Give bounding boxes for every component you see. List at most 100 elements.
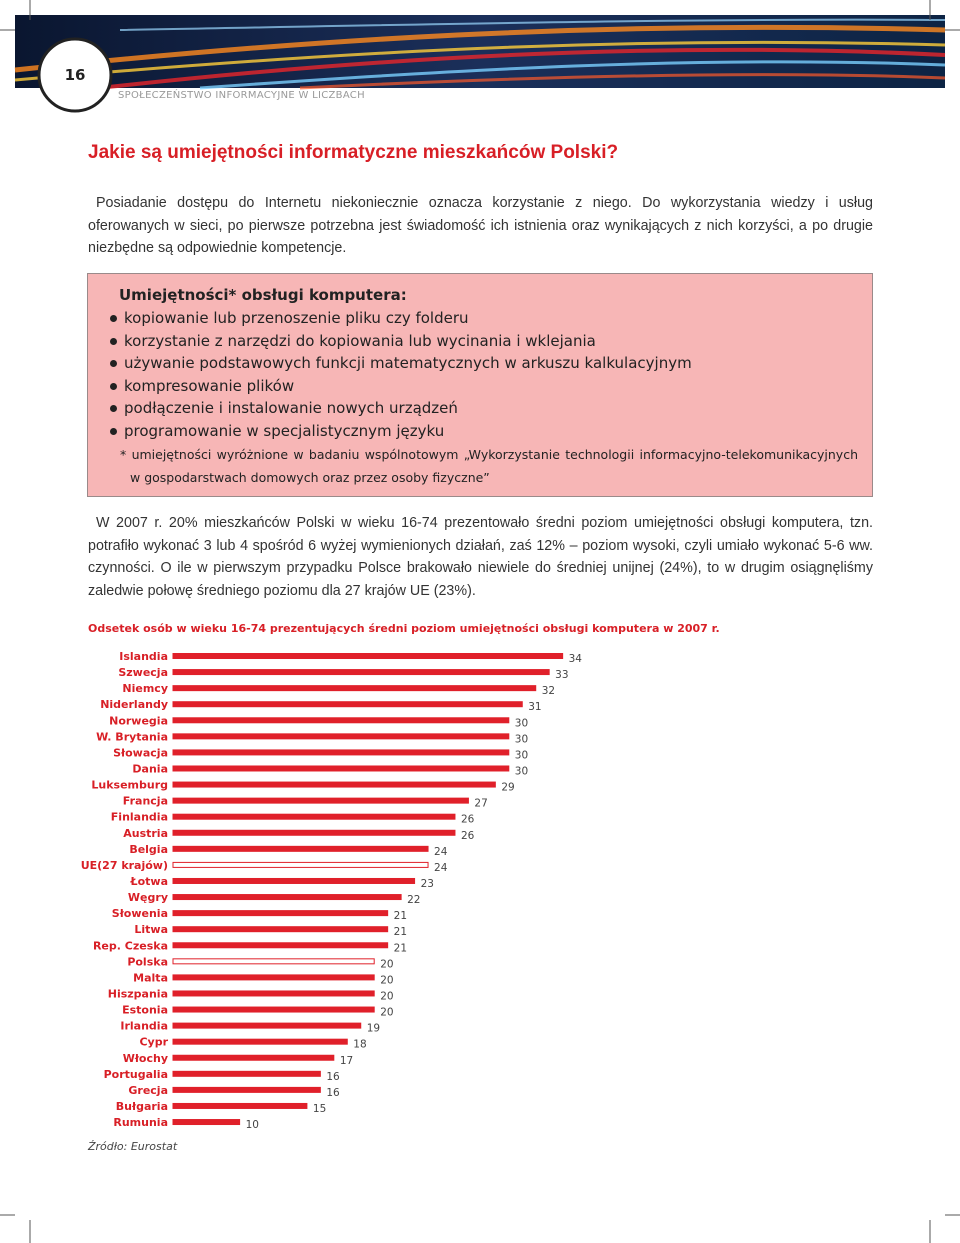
category-label: Austria [123, 827, 168, 840]
bar [172, 894, 402, 901]
value-label: 31 [528, 701, 541, 713]
skills-box: Umiejętności* obsługi komputera: kopiowa… [87, 273, 873, 497]
category-label: Litwa [134, 923, 168, 936]
page-number: 16 [64, 66, 86, 84]
category-label: Dania [132, 762, 168, 775]
body-text: W 2007 r. 20% mieszkańców Polski w wieku… [88, 515, 873, 599]
chart-title: Odsetek osób w wieku 16-74 prezentującyc… [88, 622, 720, 635]
value-label: 30 [515, 765, 528, 777]
category-label: UE(27 krajów) [81, 859, 168, 872]
value-label: 20 [380, 1007, 393, 1019]
bar [172, 813, 456, 820]
value-label: 19 [367, 1023, 380, 1035]
value-label: 10 [246, 1119, 259, 1131]
category-label: Luksemburg [91, 779, 168, 792]
category-label: Finlandia [111, 811, 168, 824]
box-footnote: * umiejętności wyróżnione w badaniu wspó… [120, 447, 858, 485]
category-label: Niderlandy [100, 698, 168, 711]
bar [172, 845, 429, 852]
category-label: Hiszpania [108, 987, 168, 1000]
category-label: Rumunia [113, 1116, 168, 1129]
category-label: Węgry [128, 891, 168, 904]
heading: Jakie są umiejętności informatyczne mies… [88, 142, 619, 163]
value-label: 34 [569, 653, 583, 665]
bar [172, 733, 510, 740]
box-item: kopiowanie lub przenoszenie pliku czy fo… [108, 307, 692, 330]
value-label: 18 [353, 1039, 366, 1051]
page-number-circle [37, 37, 113, 113]
bar [172, 797, 469, 804]
bar [172, 926, 389, 933]
category-label: Portugalia [104, 1068, 168, 1081]
category-label: W. Brytania [96, 730, 168, 743]
category-label: Bułgaria [116, 1100, 168, 1113]
category-label: Włochy [123, 1052, 168, 1065]
value-label: 22 [407, 894, 420, 906]
value-label: 21 [394, 910, 407, 922]
category-label: Łotwa [130, 875, 168, 888]
value-label: 23 [421, 878, 434, 890]
category-label: Słowenia [112, 907, 168, 920]
value-label: 30 [515, 749, 528, 761]
bar [172, 1070, 321, 1077]
value-label: 16 [326, 1071, 340, 1083]
bar [172, 653, 564, 659]
bar [172, 685, 537, 692]
bar [172, 1119, 241, 1126]
box-item: korzystanie z narzędzi do kopiowania lub… [108, 330, 692, 353]
category-label: Francja [123, 795, 168, 808]
value-label: 21 [394, 926, 407, 938]
value-label: 32 [542, 685, 555, 697]
category-label: Norwegia [109, 714, 168, 727]
bar [172, 781, 496, 788]
bar [172, 765, 510, 772]
value-label: 29 [501, 782, 514, 794]
bar [172, 1022, 362, 1029]
source: Źródło: Eurostat [88, 1140, 178, 1153]
value-label: 17 [340, 1055, 353, 1067]
category-label: Polska [127, 955, 168, 968]
value-label: 24 [434, 862, 448, 874]
value-label: 26 [461, 830, 475, 842]
bar [172, 1054, 335, 1061]
category-label: Malta [133, 971, 168, 984]
category-label: Islandia [119, 650, 168, 663]
bar-chart: Odsetek osób w wieku 16-74 prezentującyc… [81, 622, 720, 1131]
bar [172, 829, 456, 836]
category-label: Grecja [128, 1084, 168, 1097]
bar [172, 974, 375, 981]
value-label: 20 [380, 974, 393, 986]
bar [172, 1006, 375, 1013]
bar [172, 1086, 321, 1093]
bar [172, 669, 550, 676]
bar [172, 717, 510, 724]
bar [172, 958, 375, 965]
category-label: Irlandia [120, 1020, 168, 1033]
category-label: Rep. Czeska [93, 939, 168, 952]
box-title: Umiejętności* obsługi komputera: [119, 286, 407, 304]
category-label: Szwecja [118, 666, 168, 679]
value-label: 15 [313, 1103, 326, 1115]
box-item: używanie podstawowych funkcji matematycz… [108, 352, 692, 375]
bar [172, 701, 523, 708]
category-label: Estonia [122, 1004, 168, 1017]
bar [172, 910, 389, 917]
category-label: Słowacja [113, 746, 168, 759]
value-label: 20 [380, 958, 393, 970]
value-label: 30 [515, 733, 528, 745]
category-label: Cypr [139, 1036, 168, 1049]
value-label: 26 [461, 814, 475, 826]
value-label: 33 [555, 669, 568, 681]
box-item: programowanie w specjalistycznym języku [108, 420, 692, 443]
intro: Posiadanie dostępu do Internetu niekonie… [88, 195, 873, 256]
bar [172, 877, 416, 884]
category-label: Niemcy [122, 682, 168, 695]
value-label: 27 [474, 798, 487, 810]
box-item: podłączenie i instalowanie nowych urządz… [108, 397, 692, 420]
header-image [14, 15, 946, 90]
category-label: Belgia [129, 843, 168, 856]
box-item: kompresowanie plików [108, 375, 692, 398]
